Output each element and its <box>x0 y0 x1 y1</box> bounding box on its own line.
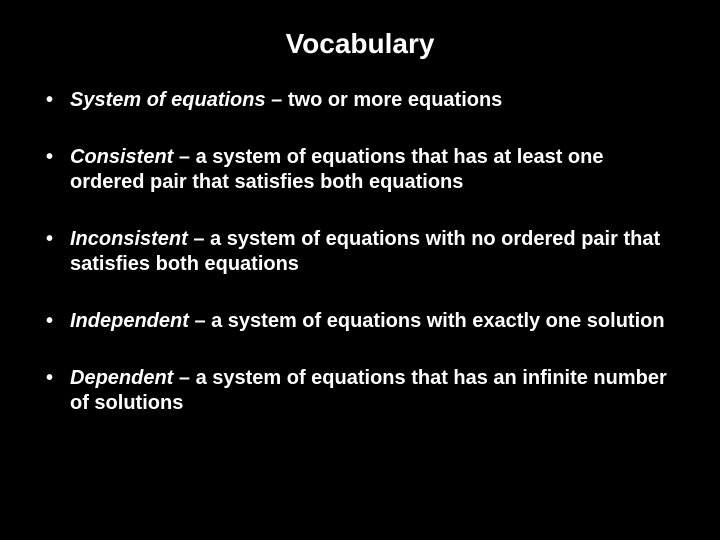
slide: Vocabulary System of equations – two or … <box>0 0 720 540</box>
slide-title: Vocabulary <box>40 28 680 60</box>
list-item: System of equations – two or more equati… <box>44 88 680 113</box>
term: System of equations <box>70 89 266 111</box>
term: Consistent <box>70 146 173 168</box>
bullet-list: System of equations – two or more equati… <box>40 88 680 416</box>
definition: – a system of equations with exactly one… <box>189 310 665 332</box>
list-item: Independent – a system of equations with… <box>44 309 680 334</box>
definition: – two or more equations <box>266 89 503 111</box>
list-item: Consistent – a system of equations that … <box>44 145 680 195</box>
term: Inconsistent <box>70 228 188 250</box>
list-item: Dependent – a system of equations that h… <box>44 366 680 416</box>
term: Independent <box>70 310 189 332</box>
term: Dependent <box>70 367 173 389</box>
list-item: Inconsistent – a system of equations wit… <box>44 227 680 277</box>
